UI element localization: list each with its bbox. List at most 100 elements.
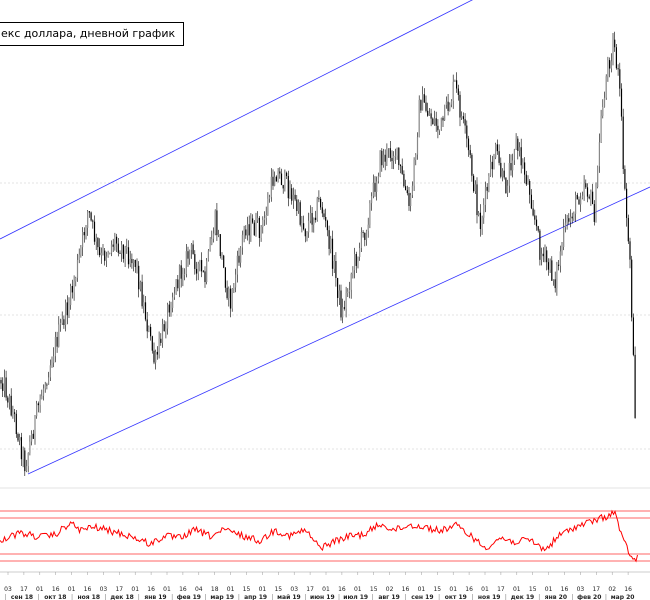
candle	[272, 169, 274, 190]
candle-body	[331, 238, 334, 269]
candle	[384, 149, 386, 171]
candle	[109, 252, 111, 255]
candle-body	[394, 155, 396, 157]
candle-body	[393, 155, 395, 162]
candle	[53, 347, 55, 368]
candle-body	[180, 265, 182, 279]
candle	[280, 168, 283, 186]
candle	[408, 186, 410, 211]
candle-body	[78, 254, 80, 260]
candle	[328, 225, 330, 256]
candle	[595, 182, 597, 223]
candle	[415, 153, 417, 166]
candle	[31, 430, 33, 446]
candle-body	[59, 322, 62, 325]
candle	[8, 393, 11, 410]
candle-body	[439, 129, 441, 131]
candle-body	[119, 252, 121, 254]
candle-body	[430, 113, 432, 119]
candle	[209, 237, 211, 252]
candle	[155, 349, 157, 370]
candle-body	[121, 244, 123, 254]
candle	[607, 56, 609, 82]
candle-body	[148, 326, 150, 332]
candle	[185, 244, 187, 278]
candle	[61, 311, 63, 325]
candle-body	[377, 175, 379, 182]
candle-body	[100, 252, 102, 256]
candle-body	[168, 304, 170, 313]
candle	[126, 238, 128, 254]
candle-body	[7, 397, 9, 403]
candle	[117, 238, 119, 257]
candle	[556, 261, 558, 296]
candle-body	[88, 211, 90, 213]
candle	[624, 165, 626, 191]
candle-body	[192, 244, 194, 255]
candle	[372, 174, 374, 199]
candle-body	[537, 226, 539, 231]
candle-body	[15, 413, 17, 435]
candle	[325, 208, 327, 228]
candle	[241, 230, 243, 255]
candle	[274, 171, 276, 187]
candle	[163, 320, 165, 332]
candle-body	[63, 319, 65, 326]
candle-body	[304, 229, 306, 237]
candle-body	[422, 94, 424, 111]
candle-body	[29, 441, 31, 454]
month-label: июн 19	[310, 594, 335, 600]
candle	[158, 331, 160, 359]
candle-body	[566, 218, 568, 223]
candle	[207, 248, 209, 262]
candle-body	[382, 154, 385, 166]
candle	[626, 182, 628, 227]
candle-body	[49, 365, 51, 378]
candle-body	[199, 260, 201, 264]
candle-body	[308, 220, 310, 233]
candle-body	[44, 384, 46, 389]
candle	[63, 315, 65, 329]
candle	[197, 261, 199, 281]
candle	[248, 215, 250, 245]
candle-body	[34, 416, 36, 439]
candle	[279, 167, 281, 179]
candle-body	[388, 148, 390, 150]
candle-body	[286, 172, 288, 177]
candle	[445, 96, 447, 109]
candle	[505, 177, 507, 194]
candle	[294, 189, 296, 202]
candle-body	[510, 163, 512, 171]
candle-body	[297, 202, 300, 212]
candle-body	[629, 241, 631, 260]
candle-body	[420, 100, 422, 111]
candle-body	[306, 232, 308, 237]
candle	[236, 250, 238, 283]
candle-body	[496, 144, 498, 152]
candle-body	[627, 217, 629, 242]
candle-body	[337, 277, 339, 298]
candle	[364, 232, 366, 247]
candle	[544, 244, 546, 263]
candle-body	[65, 302, 67, 326]
candle-body	[99, 247, 101, 256]
candle-body	[17, 434, 19, 441]
candle-body	[316, 198, 318, 220]
candle	[479, 204, 481, 237]
candle-body	[241, 234, 243, 248]
candle	[170, 301, 172, 317]
candle-body	[153, 350, 155, 363]
candle-body	[54, 336, 56, 357]
candle	[578, 196, 580, 205]
candle-body	[595, 187, 597, 222]
candle	[114, 232, 116, 251]
day-tick-label: 01	[481, 586, 489, 593]
candle	[59, 318, 62, 332]
candle	[25, 459, 28, 473]
candle	[459, 91, 461, 127]
candle-body	[488, 175, 490, 191]
candle	[403, 170, 405, 188]
candle-body	[129, 258, 131, 265]
candle-body	[48, 377, 50, 385]
candle	[83, 227, 85, 243]
